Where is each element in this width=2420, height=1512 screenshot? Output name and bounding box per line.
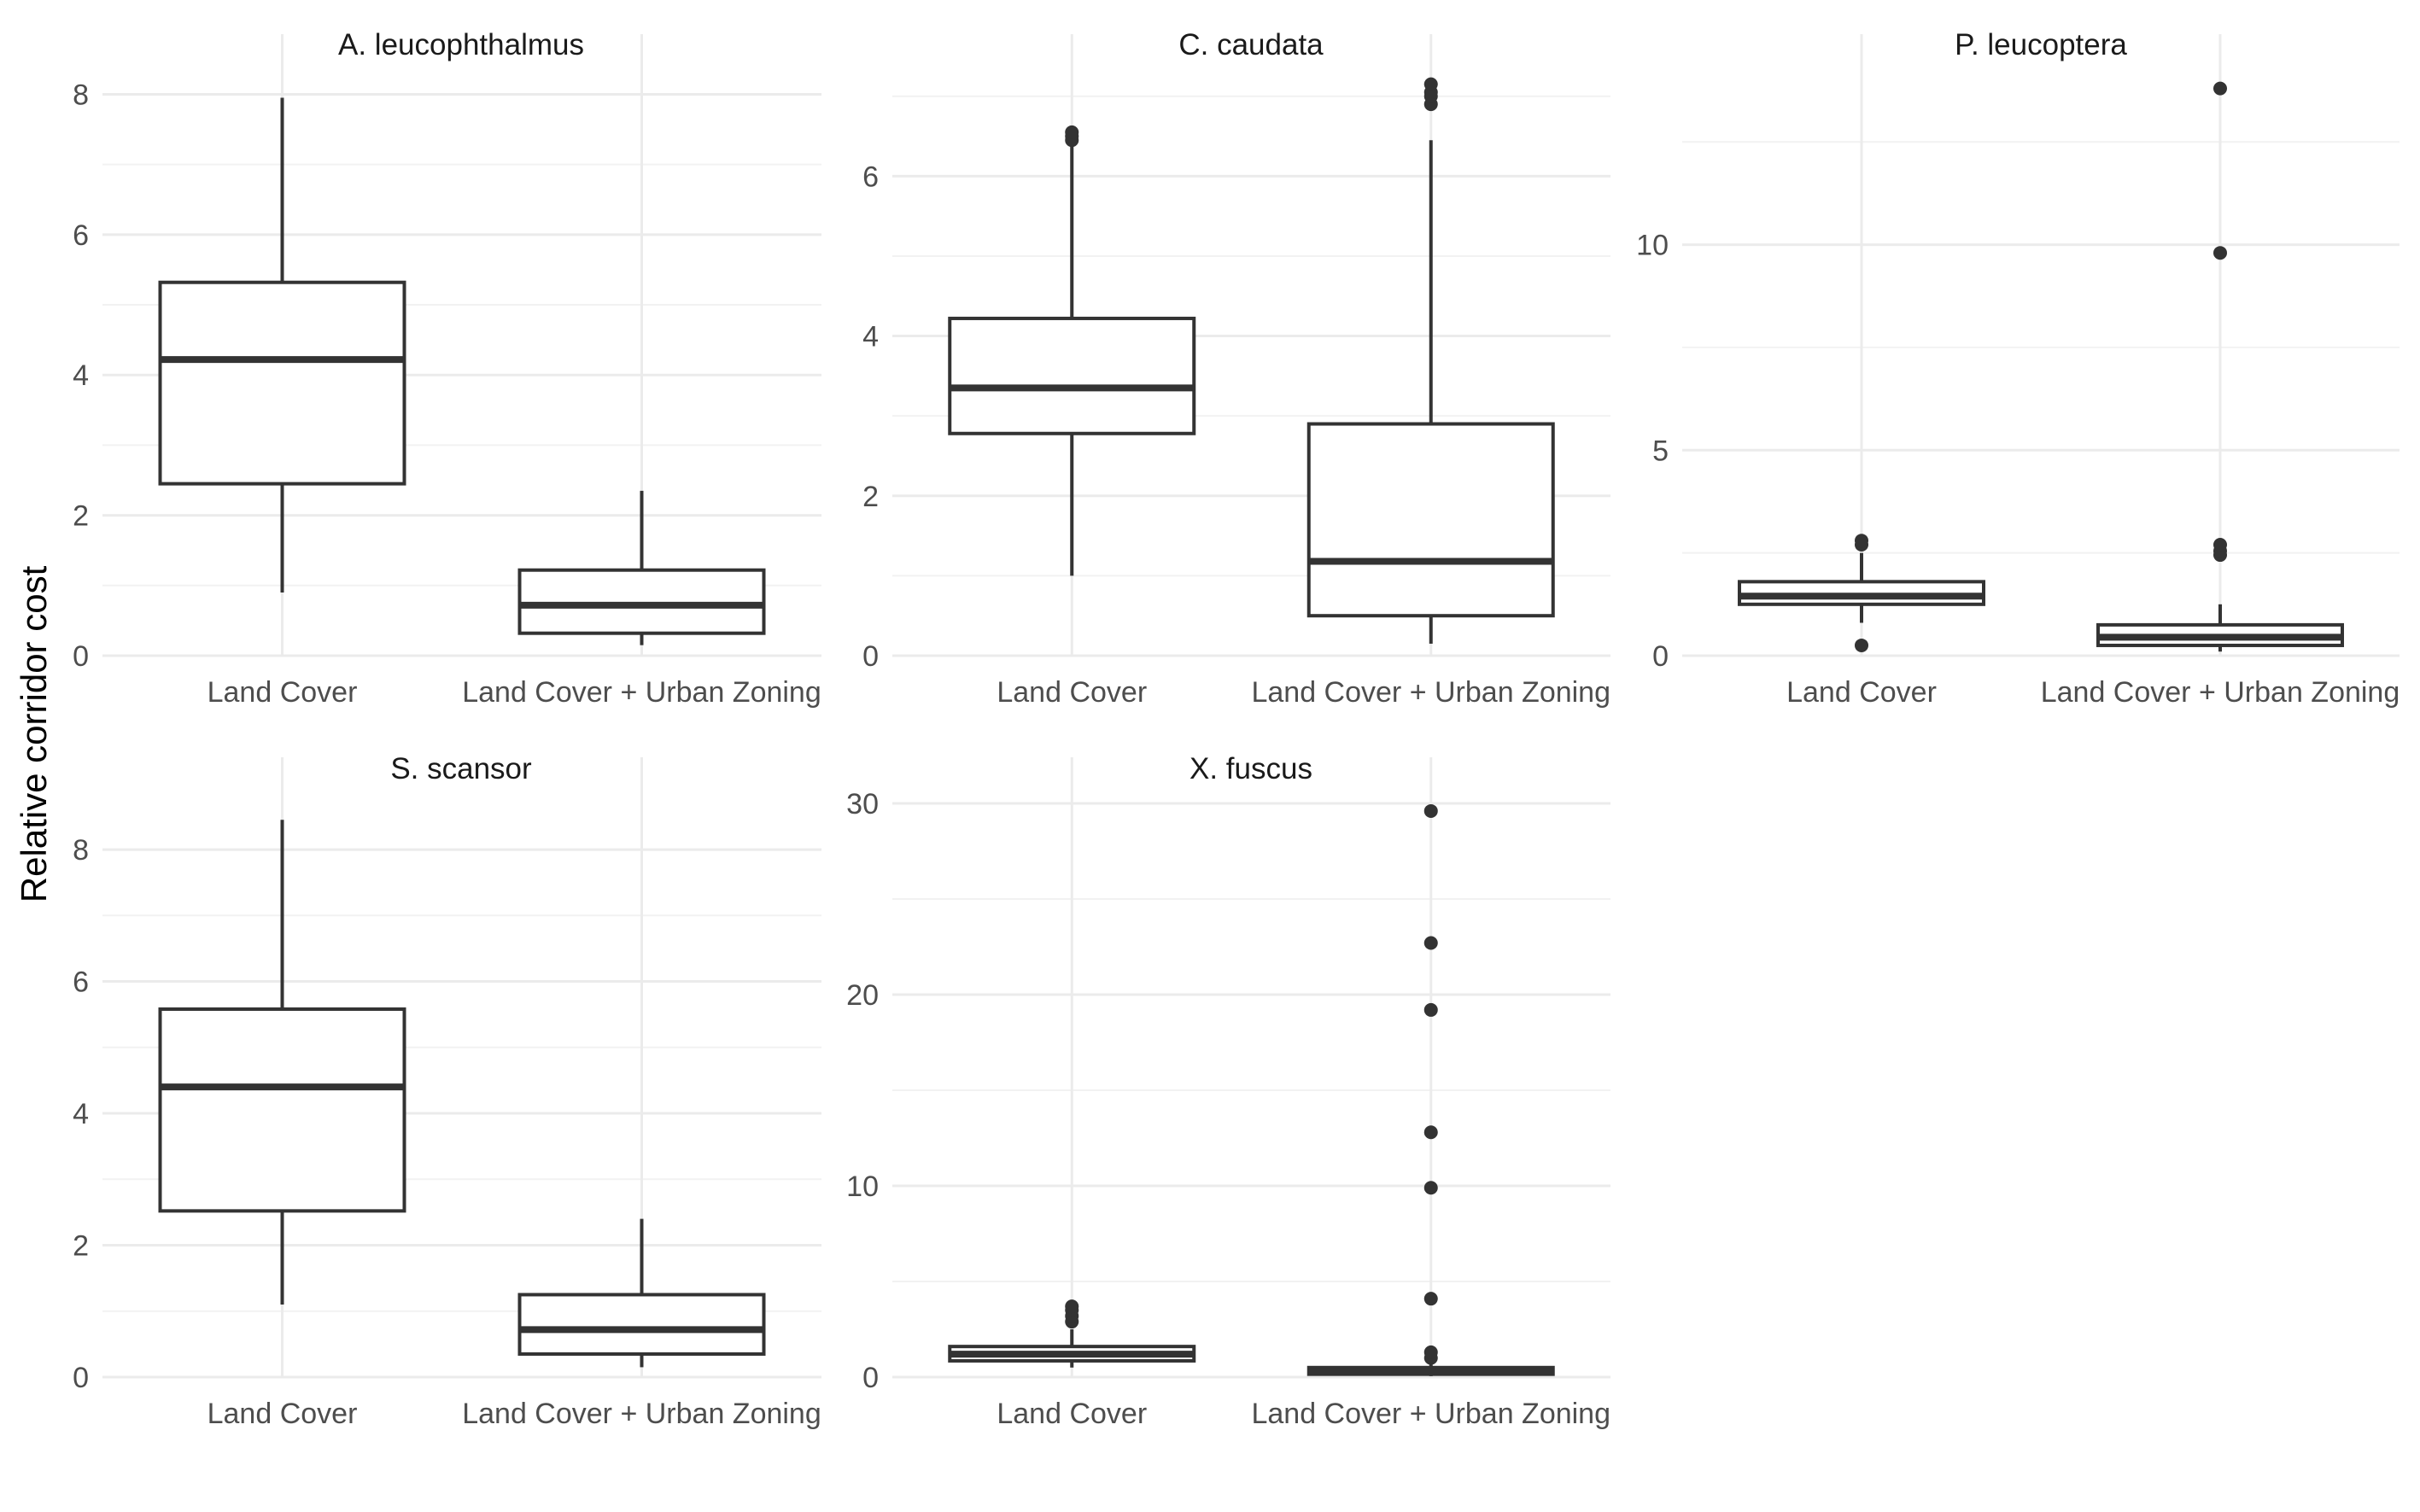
- outlier-point: [1423, 1292, 1438, 1306]
- y-axis-title: Relative corridor cost: [14, 565, 54, 902]
- iqr-box: [948, 316, 1196, 435]
- facet-title: P. leucoptera: [1955, 28, 2127, 61]
- box-land-cover: [158, 820, 406, 1305]
- outlier-point: [1423, 1002, 1438, 1017]
- outlier-point: [2213, 538, 2227, 552]
- x-tick-label: Land Cover + Urban Zoning: [2041, 676, 2400, 709]
- box-land-cover-urban-zoning: [517, 1218, 766, 1368]
- y-tick-label: 2: [73, 1230, 89, 1263]
- x-tick-label: Land Cover: [1786, 676, 1937, 709]
- iqr-box: [158, 280, 406, 486]
- y-tick-label: 0: [73, 1362, 89, 1394]
- iqr-box: [1306, 422, 1555, 618]
- box-land-cover: [948, 1299, 1196, 1368]
- facet-title: X. fuscus: [1190, 752, 1312, 785]
- box-land-cover-urban-zoning: [2096, 81, 2344, 652]
- x-tick-label: Land Cover + Urban Zoning: [462, 1398, 821, 1430]
- facet-c-caudata: 0 2 4 6 C. caudata Land Cover Land Cover + Urb…: [862, 28, 1610, 709]
- outlier-point: [1065, 125, 1079, 139]
- outlier-point: [1423, 1345, 1438, 1359]
- y-tick-label: 0: [1652, 640, 1669, 673]
- box-land-cover: [158, 97, 406, 593]
- outlier-point: [2213, 246, 2227, 260]
- outlier-point: [1855, 638, 1868, 652]
- box-land-cover: [1738, 534, 1985, 652]
- y-tick-label: 2: [862, 481, 879, 513]
- outlier-point: [1065, 1299, 1079, 1314]
- y-tick-label: 10: [1636, 230, 1669, 262]
- y-tick-label: 0: [73, 640, 89, 673]
- facet-x-fuscus: 0 10 20 30 X. fuscus Land Cover Land Cover + U…: [846, 752, 1610, 1430]
- y-tick-label: 0: [862, 640, 879, 673]
- outlier-point: [1423, 1125, 1438, 1140]
- x-tick-label: Land Cover: [997, 676, 1147, 709]
- facet-panels: 0 2 4 6 8 A. leucophthalmus Land Cover Land Cov…: [73, 28, 2400, 1430]
- x-tick-label: Land Cover: [208, 676, 358, 709]
- y-tick-label: 5: [1652, 435, 1669, 467]
- iqr-box: [158, 1007, 406, 1213]
- y-tick-label: 8: [73, 79, 89, 111]
- x-tick-label: Land Cover + Urban Zoning: [1251, 676, 1610, 709]
- y-tick-label: 4: [862, 321, 879, 353]
- outlier-point: [1423, 803, 1438, 818]
- facet-a-leucophthalmus: 0 2 4 6 8 A. leucophthalmus Land Cover Land Cov…: [73, 28, 821, 709]
- outlier-point: [1423, 77, 1438, 91]
- box-land-cover-urban-zoning: [517, 490, 766, 645]
- x-tick-label: Land Cover + Urban Zoning: [1251, 1398, 1610, 1430]
- iqr-box: [517, 568, 766, 635]
- y-tick-label: 0: [862, 1362, 879, 1394]
- box-land-cover-urban-zoning: [1306, 77, 1555, 644]
- y-tick-label: 6: [73, 966, 89, 999]
- x-tick-label: Land Cover: [208, 1398, 358, 1430]
- outlier-point: [2213, 81, 2227, 96]
- y-tick-label: 6: [862, 161, 879, 193]
- facet-s-scansor: 0 2 4 6 8 S. scansor Land Cover Land Cover + Ur…: [73, 752, 821, 1430]
- x-tick-label: Land Cover + Urban Zoning: [462, 676, 821, 709]
- facet-p-leucoptera: 0 5 10 P. leucoptera Land Cover Land Cover + …: [1636, 28, 2400, 709]
- y-tick-label: 4: [73, 359, 89, 392]
- y-tick-label: 4: [73, 1098, 89, 1130]
- y-tick-label: 10: [846, 1170, 879, 1203]
- outlier-point: [1423, 936, 1438, 950]
- y-tick-label: 8: [73, 834, 89, 867]
- box-land-cover-urban-zoning: [1306, 803, 1555, 1376]
- outlier-point: [1423, 1181, 1438, 1195]
- facet-title: C. caudata: [1178, 28, 1324, 61]
- x-tick-label: Land Cover: [997, 1398, 1147, 1430]
- facet-title: A. leucophthalmus: [338, 28, 584, 61]
- y-tick-label: 2: [73, 500, 89, 533]
- outlier-point: [1855, 534, 1868, 548]
- y-tick-label: 6: [73, 219, 89, 252]
- facet-title: S. scansor: [390, 752, 532, 785]
- iqr-box: [517, 1293, 766, 1356]
- y-tick-label: 30: [846, 788, 879, 820]
- y-tick-label: 20: [846, 979, 879, 1012]
- box-land-cover: [948, 125, 1196, 576]
